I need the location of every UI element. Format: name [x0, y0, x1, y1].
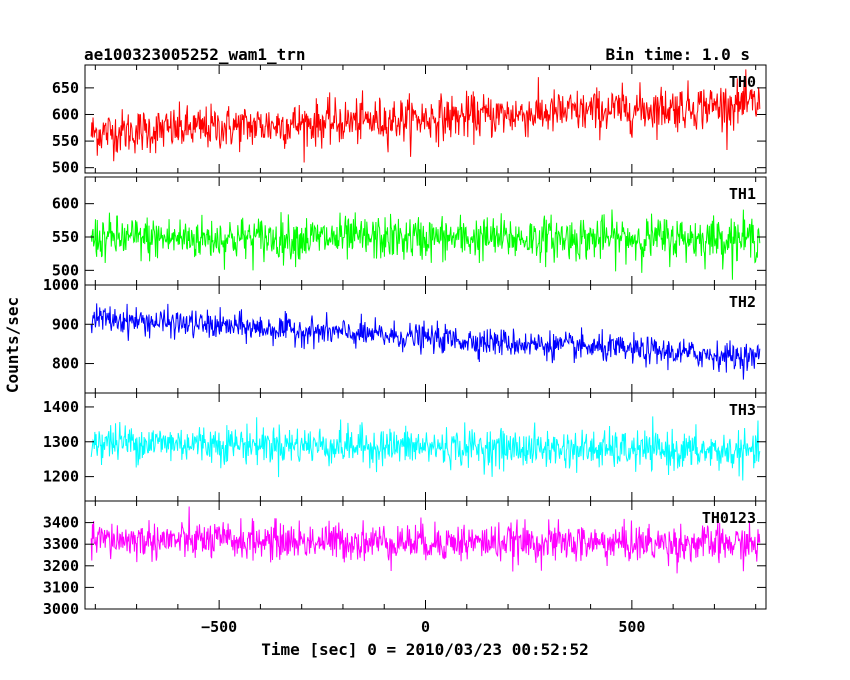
panel-th3: 1200 1300 1400 TH3: [43, 392, 767, 502]
y-tick-label: 550: [52, 132, 79, 150]
y-axis-label: Counts/sec: [3, 297, 22, 393]
panel-th0123: 3000 3100 3200 3300 3400 TH0123: [43, 500, 767, 618]
y-tick-label: 1200: [43, 468, 79, 486]
y-tick-label: 600: [52, 105, 79, 123]
y-tick-label: 650: [52, 79, 79, 97]
series-line-th3: [90, 416, 761, 481]
series-line-th1: [90, 209, 761, 280]
panels-group: 500 550 600 650 TH0 500 550 600 TH1 800 900 1000 TH2…: [43, 64, 767, 618]
plot-title: ae100323005252_wam1_trn: [84, 45, 306, 64]
y-tick-label: 500: [52, 159, 79, 177]
panel-th0: 500 550 600 650 TH0: [52, 64, 767, 177]
x-axis-label: Time [sec] 0 = 2010/03/23 00:52:52: [261, 640, 589, 659]
x-tick-label: 500: [618, 618, 645, 636]
y-tick-label: 1000: [43, 276, 79, 294]
panel-th1: 500 550 600 TH1: [52, 176, 767, 286]
panel-th2: 800 900 1000 TH2: [43, 276, 767, 394]
y-tick-label: 500: [52, 261, 79, 279]
panel-label-th0: TH0: [729, 73, 756, 91]
panel-label-th2: TH2: [729, 293, 756, 311]
x-tick-label: −500: [201, 618, 237, 636]
x-tick-label: 0: [421, 618, 430, 636]
y-tick-label: 3300: [43, 535, 79, 553]
y-tick-label: 1300: [43, 433, 79, 451]
x-axis: −500 0 500: [201, 618, 645, 636]
series-line-th2: [90, 303, 761, 380]
y-tick-label: 3100: [43, 578, 79, 596]
panel-label-th1: TH1: [729, 185, 756, 203]
series-line-th0123: [90, 506, 761, 574]
series-line-th0: [90, 69, 761, 163]
panel-label-th3: TH3: [729, 401, 756, 419]
y-tick-label: 3000: [43, 600, 79, 618]
y-tick-label: 3200: [43, 557, 79, 575]
y-tick-label: 900: [52, 315, 79, 333]
y-tick-label: 550: [52, 228, 79, 246]
y-tick-label: 3400: [43, 514, 79, 532]
y-tick-label: 600: [52, 195, 79, 213]
panel-label-th0123: TH0123: [702, 509, 756, 527]
y-tick-label: 800: [52, 355, 79, 373]
bin-time-label: Bin time: 1.0 s: [606, 45, 751, 64]
y-tick-label: 1400: [43, 398, 79, 416]
